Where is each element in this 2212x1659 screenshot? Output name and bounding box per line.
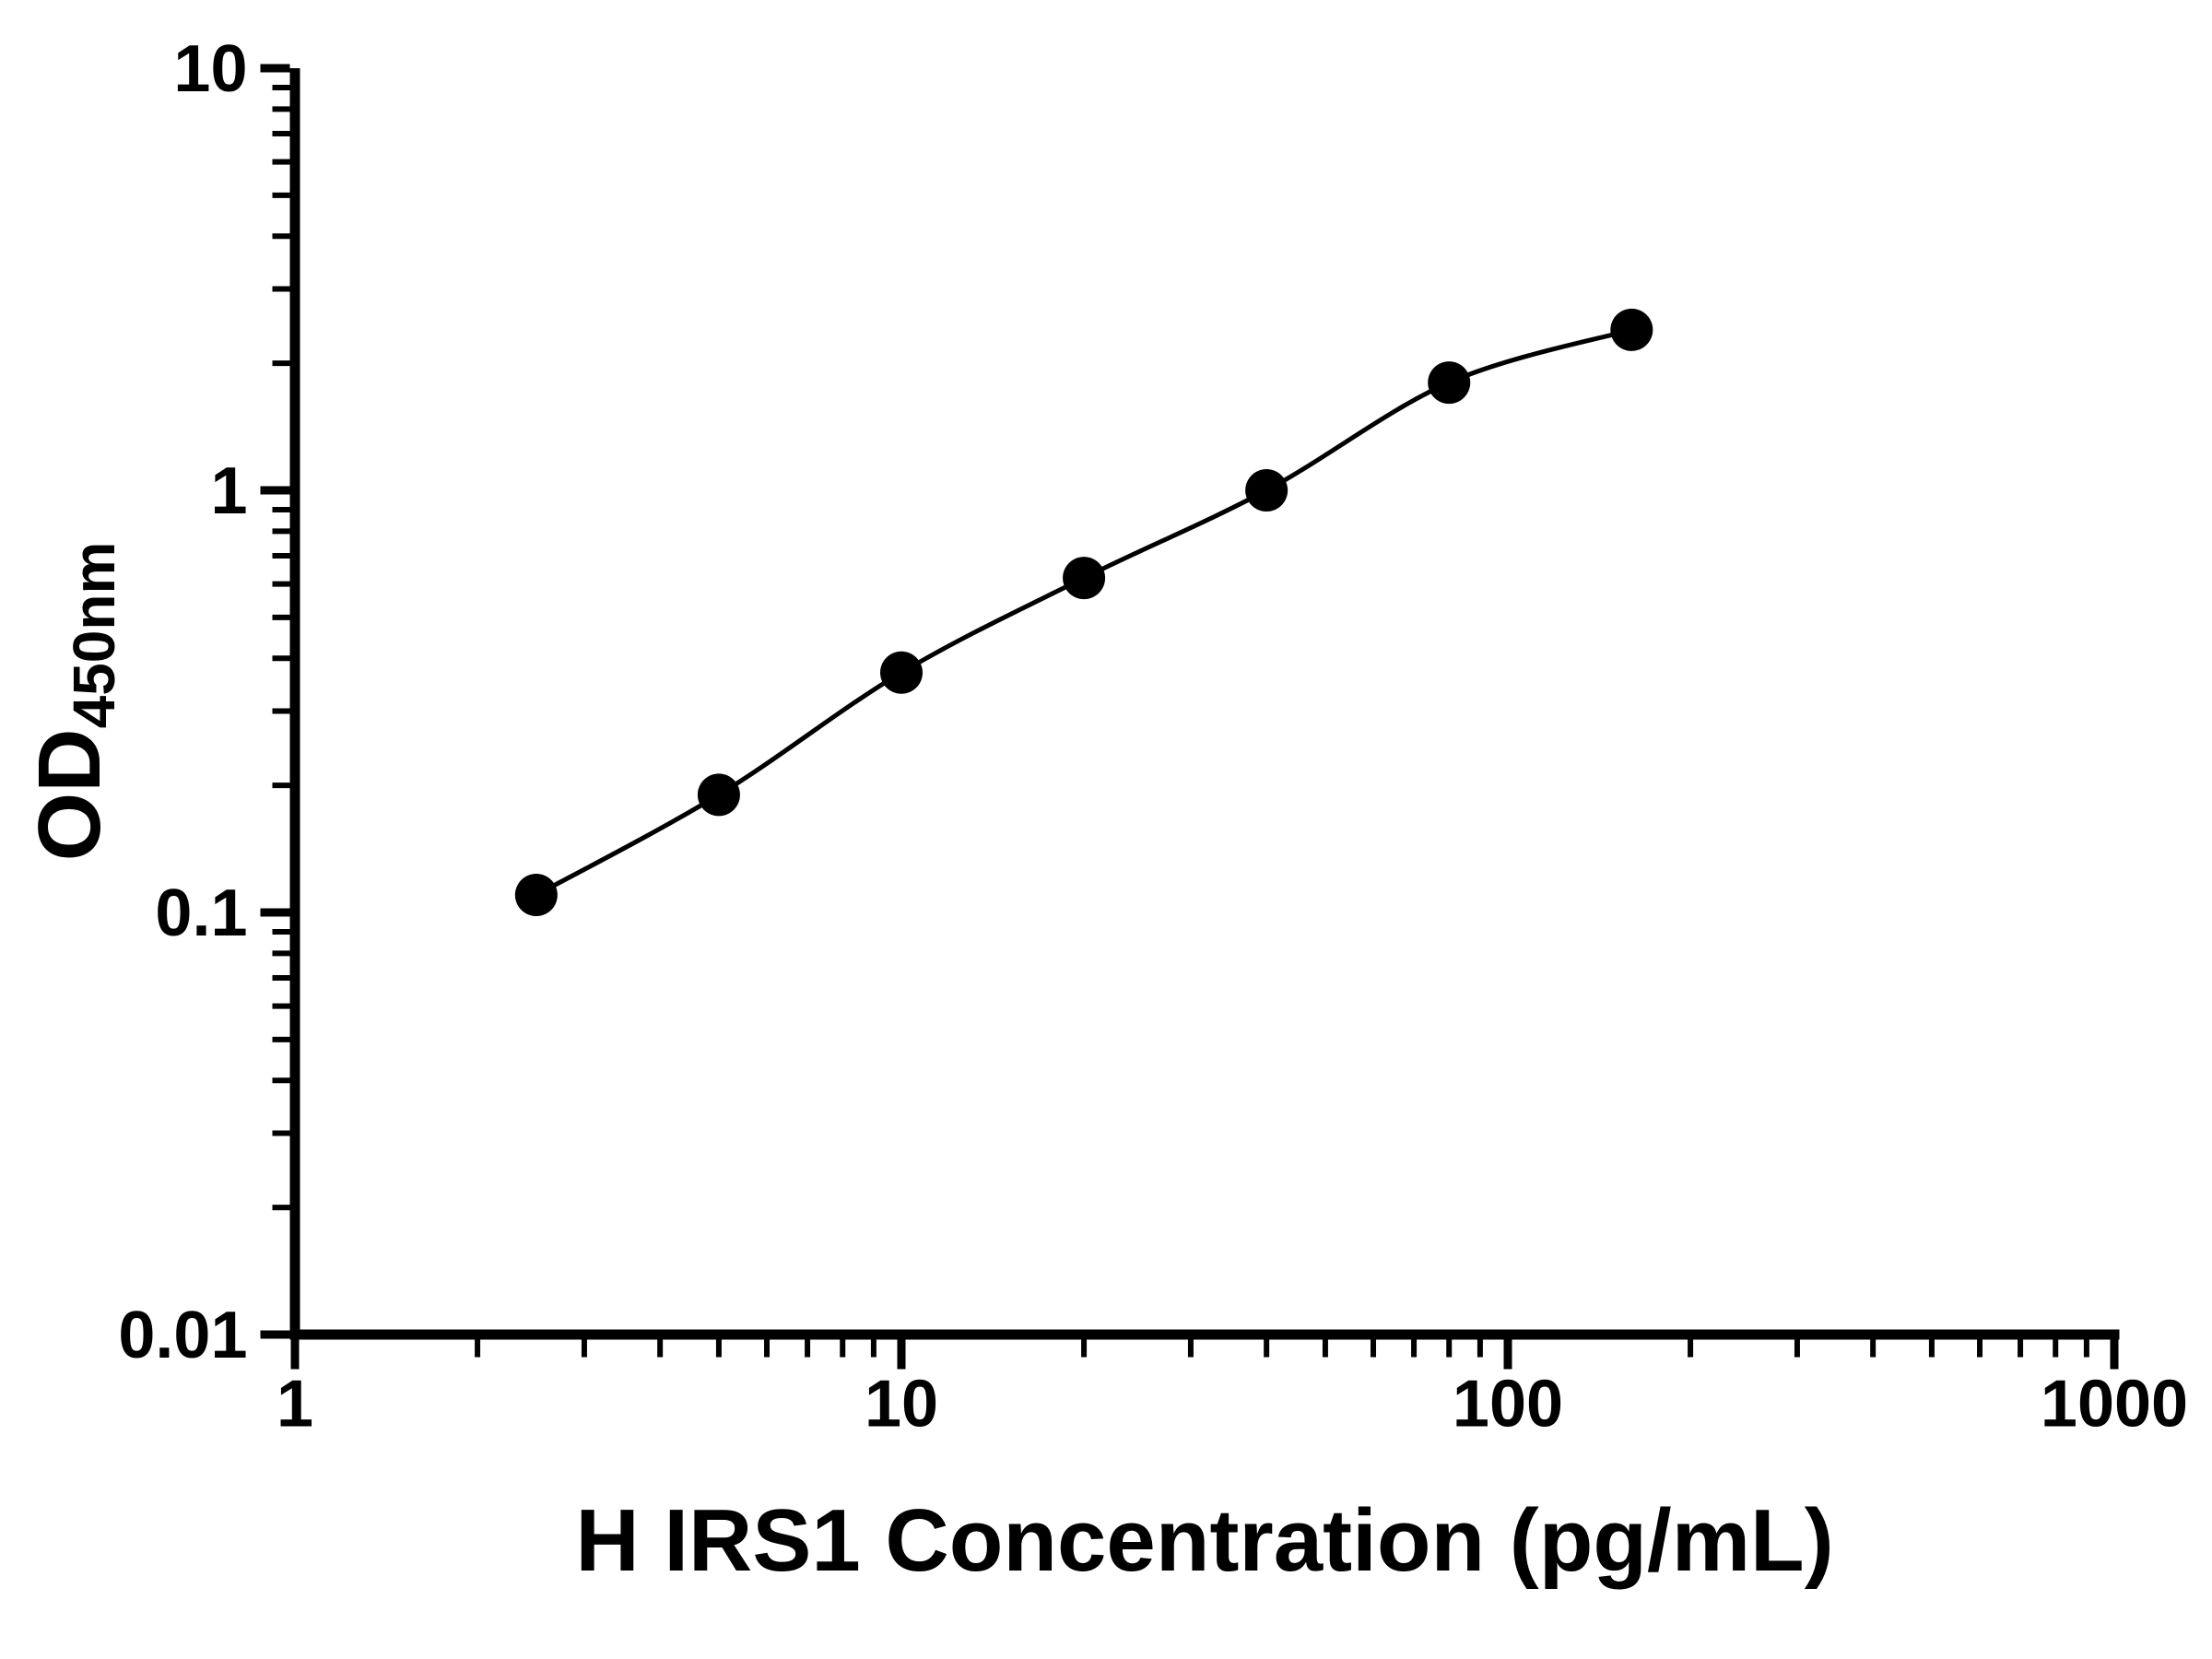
y-axis-title: OD450nm	[20, 542, 127, 862]
data-point	[880, 651, 923, 694]
y-tick-label: 0.01	[118, 1299, 247, 1372]
x-tick-label: 10	[865, 1368, 938, 1441]
plot-group: 1 10 100 1000 0.01 0.1 1 10	[118, 32, 2188, 1441]
data-point	[1610, 308, 1653, 351]
svg-text:OD450nm: OD450nm	[20, 542, 127, 862]
x-tick-label: 1000	[2041, 1368, 2188, 1441]
data-point	[1428, 361, 1471, 405]
data-point	[1063, 557, 1106, 600]
x-tick-label: 100	[1453, 1368, 1563, 1441]
data-point	[514, 874, 558, 917]
data-point	[697, 773, 740, 817]
y-axis-title-main: OD	[20, 728, 119, 861]
y-tick-label: 1	[210, 454, 247, 528]
y-axis-title-sub: 450nm	[61, 542, 127, 729]
x-tick-label: 1	[276, 1368, 313, 1441]
data-point	[1245, 469, 1288, 512]
x-axis-title: H IRS1 Concentration (pg/mL)	[575, 1491, 1833, 1590]
fit-curve	[535, 327, 1633, 898]
y-tick-label: 10	[173, 32, 247, 106]
y-tick-label: 0.1	[155, 877, 247, 950]
